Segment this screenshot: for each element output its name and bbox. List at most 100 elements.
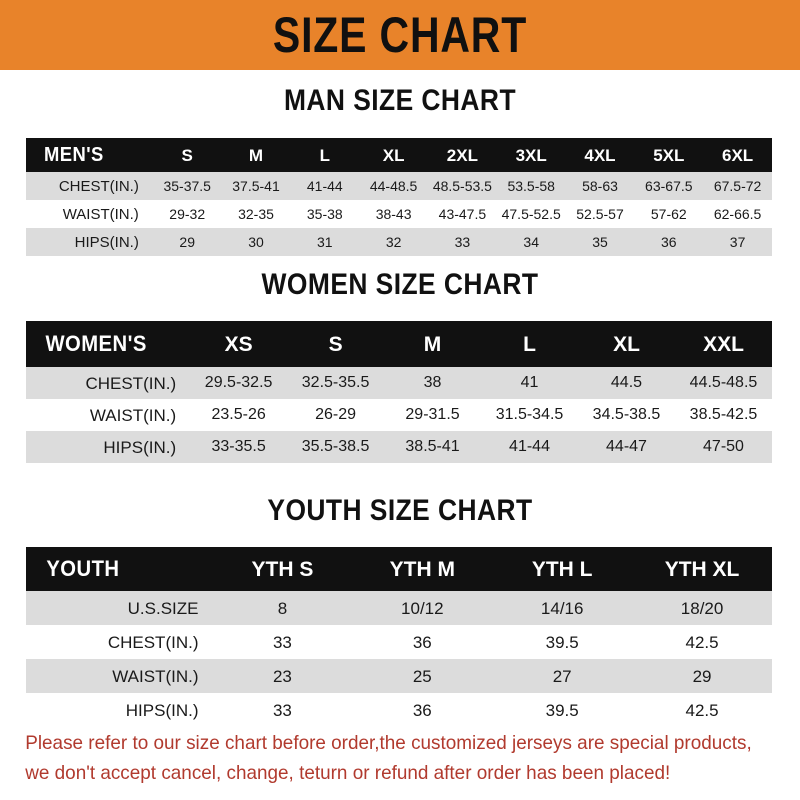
youth-column-header: YTH XL	[664, 557, 740, 581]
women-cell: 34.5-38.5	[592, 406, 661, 423]
order-policy-note-line-1: Please refer to our size chart before or…	[25, 732, 752, 754]
man-row-label: HIPS(IN.)	[74, 233, 139, 251]
man-cell: 53.5-58	[507, 178, 555, 194]
man-cell: 32	[385, 234, 402, 250]
youth-cell: 23	[272, 666, 292, 686]
man-cell: 41-44	[306, 178, 343, 194]
women-cell: 47-50	[703, 438, 744, 455]
women-column-header: XXL	[703, 332, 744, 356]
youth-cell: 29	[692, 666, 712, 686]
youth-cell: 14/16	[540, 598, 584, 618]
youth-cell: 42.5	[685, 632, 719, 652]
women-column-header: S	[328, 332, 343, 356]
men-size-table: MEN'S S M L XL 2XL 3XL 4XL 5XL 6XL CHEST(IN.) 35-3…	[26, 138, 772, 256]
women-cell: 41	[520, 374, 539, 391]
section-title-youth: YOUTH SIZE CHART	[267, 494, 533, 527]
man-cell: 35	[592, 234, 608, 250]
women-column-header: XS	[224, 332, 253, 356]
women-cell: 38.5-42.5	[689, 406, 758, 423]
youth-cell: 36	[412, 700, 432, 720]
women-cell: 35.5-38.5	[301, 438, 370, 455]
table-row: U.S.SIZE 8 10/12 14/16 18/20	[26, 591, 772, 625]
youth-cell: 39.5	[545, 700, 579, 720]
man-cell: 30	[248, 234, 264, 250]
youth-cell: 36	[412, 632, 432, 652]
table-row: HIPS(IN.) 29 30 31 32 33 34 35 36 37	[26, 228, 772, 256]
section-title-man: MAN SIZE CHART	[283, 84, 517, 117]
man-column-header: L	[319, 145, 330, 165]
youth-header-row: YOUTH YTH S YTH M YTH L YTH XL	[26, 547, 772, 591]
youth-cell: 33	[272, 632, 292, 652]
women-cell: 23.5-26	[211, 406, 266, 423]
men-header-row: MEN'S S M L XL 2XL 3XL 4XL 5XL 6XL	[26, 138, 772, 172]
man-column-header: 6XL	[722, 145, 754, 165]
man-cell: 52.5-57	[576, 206, 624, 222]
man-cell: 35-38	[306, 206, 343, 222]
youth-cell: 42.5	[685, 700, 719, 720]
women-cell: 29.5-32.5	[204, 374, 273, 391]
women-column-header: L	[523, 332, 536, 356]
women-table-body: CHEST(IN.) 29.5-32.5 32.5-35.5 38 41 44.5 44.5…	[26, 367, 772, 463]
women-column-header: M	[423, 332, 442, 356]
women-cell: 38	[423, 374, 442, 391]
order-policy-note-line-2: we don't accept cancel, change, teturn o…	[25, 762, 671, 784]
youth-row-label: CHEST(IN.)	[107, 632, 199, 652]
women-cell: 38.5-41	[405, 438, 460, 455]
man-cell: 63-67.5	[645, 178, 693, 194]
man-cell: 47.5-52.5	[501, 206, 561, 222]
youth-row-label: WAIST(IN.)	[112, 666, 199, 686]
table-row: WAIST(IN.) 23.5-26 26-29 29-31.5 31.5-34.5 34…	[26, 399, 772, 431]
man-row-label: CHEST(IN.)	[58, 177, 139, 195]
man-cell: 37	[729, 234, 746, 250]
man-cell: 37.5-41	[232, 178, 280, 194]
youth-cell: 27	[552, 666, 572, 686]
women-row-label: WAIST(IN.)	[89, 405, 177, 425]
man-cell: 29-32	[169, 206, 206, 222]
table-row: HIPS(IN.) 33-35.5 35.5-38.5 38.5-41 41-44 44-…	[26, 431, 772, 463]
youth-cell: 8	[277, 598, 288, 618]
youth-size-table: YOUTH YTH S YTH M YTH L YTH XL U.S.SIZE 8 10/1…	[26, 547, 772, 727]
table-row: CHEST(IN.) 35-37.5 37.5-41 41-44 44-48.5 48.5…	[26, 172, 772, 200]
man-row-label: WAIST(IN.)	[62, 205, 139, 223]
man-cell: 44-48.5	[369, 178, 418, 194]
man-cell: 62-66.5	[713, 206, 762, 222]
man-column-header: 4XL	[584, 145, 616, 165]
man-cell: 38-43	[375, 206, 412, 222]
man-column-header: S	[181, 145, 193, 165]
youth-cell: 18/20	[680, 598, 724, 618]
man-column-header: M	[248, 145, 264, 165]
man-column-header: XL	[382, 145, 405, 165]
man-column-header: 5XL	[653, 145, 685, 165]
women-column-header: XL	[613, 332, 640, 356]
women-size-table: WOMEN'S XS S M L XL XXL CHEST(IN.) 29.5-32.5 32.…	[26, 321, 772, 463]
man-cell: 34	[523, 234, 539, 250]
man-column-header: 3XL	[515, 145, 547, 165]
man-cell: 67.5-72	[713, 178, 762, 194]
youth-cell: 33	[272, 700, 292, 720]
youth-row-label: HIPS(IN.)	[125, 700, 199, 720]
order-policy-note: Please refer to our size chart before or…	[0, 728, 776, 788]
women-cell: 44.5-48.5	[689, 374, 758, 391]
man-cell: 35-37.5	[163, 178, 211, 194]
man-cell: 29	[179, 234, 195, 250]
women-cell: 31.5-34.5	[495, 406, 564, 423]
women-cell: 44.5	[610, 374, 643, 391]
youth-row-label: U.S.SIZE	[127, 598, 199, 618]
youth-column-header: YTH L	[531, 557, 593, 581]
youth-table-body: U.S.SIZE 8 10/12 14/16 18/20 CHEST(IN.) 33 36 39…	[26, 591, 772, 727]
table-row: CHEST(IN.) 29.5-32.5 32.5-35.5 38 41 44.5 44.5…	[26, 367, 772, 399]
women-row-label: CHEST(IN.)	[85, 373, 177, 393]
youth-column-header: YTH S	[251, 557, 314, 581]
women-cell: 29-31.5	[405, 406, 460, 423]
table-row: CHEST(IN.) 33 36 39.5 42.5	[26, 625, 772, 659]
man-cell: 48.5-53.5	[432, 178, 492, 194]
table-row: WAIST(IN.) 23 25 27 29	[26, 659, 772, 693]
man-cell: 43-47.5	[438, 206, 487, 222]
women-table-corner-label: WOMEN'S	[45, 331, 147, 356]
youth-table-corner-label: YOUTH	[46, 556, 120, 581]
man-cell: 36	[661, 234, 677, 250]
men-table-body: CHEST(IN.) 35-37.5 37.5-41 41-44 44-48.5 48.5…	[26, 172, 772, 256]
banner-title: SIZE CHART	[272, 7, 528, 63]
banner: SIZE CHART	[0, 0, 800, 70]
